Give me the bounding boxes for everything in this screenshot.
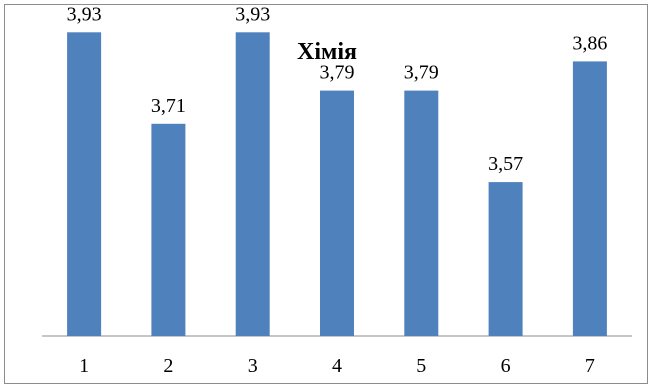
data-label-3: 3,93	[235, 3, 270, 25]
data-label-6: 3,57	[488, 153, 523, 175]
chart-title: Хімія	[297, 39, 357, 65]
x-tick-label-6: 6	[501, 355, 511, 377]
bar-1	[67, 32, 102, 337]
data-label-4: 3,79	[320, 62, 355, 84]
bar-5	[404, 90, 439, 336]
data-label-1: 3,93	[67, 3, 102, 25]
x-tick-label-4: 4	[332, 355, 342, 377]
data-label-2: 3,71	[151, 95, 186, 117]
bar-3	[235, 32, 270, 337]
bar-6	[488, 182, 523, 336]
data-label-5: 3,79	[404, 62, 439, 84]
x-tick-label-3: 3	[248, 355, 258, 377]
x-tick-label-2: 2	[163, 355, 173, 377]
x-tick-label-5: 5	[416, 355, 426, 377]
x-tick-label-7: 7	[585, 355, 595, 377]
data-label-7: 3,86	[572, 32, 607, 54]
bar-2	[151, 123, 186, 336]
bar-4	[320, 90, 354, 336]
x-tick-label-1: 1	[79, 355, 89, 377]
bar-7	[572, 61, 607, 337]
